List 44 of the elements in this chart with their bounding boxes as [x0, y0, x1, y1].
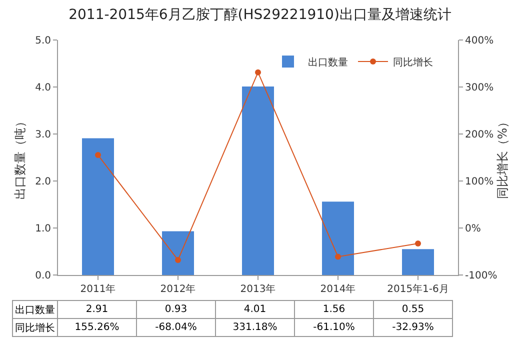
bar	[402, 249, 434, 275]
data-label: -61.10%	[294, 318, 374, 336]
x-tick-label: 2012年	[160, 283, 196, 295]
legend-label: 同比增长	[393, 56, 433, 68]
y2-tick-label: 200%	[465, 130, 494, 140]
bar	[242, 86, 274, 275]
data-label: 1.56	[294, 300, 374, 318]
y2-tick-label: 0%	[465, 224, 481, 234]
bar	[322, 202, 354, 275]
x-tick-label: 2011年	[80, 283, 116, 295]
y-tick-label: 2.0	[35, 176, 51, 188]
point	[175, 256, 181, 263]
x-tick-label: 2013年	[240, 283, 276, 295]
data-label: 0.55	[374, 300, 452, 318]
y2-tick-label: 300%	[465, 82, 494, 94]
data-label: 155.26%	[58, 318, 136, 336]
x-tick-label: 2014年	[320, 283, 356, 295]
y-tick-label: 4.0	[35, 82, 51, 94]
legend-label: 出口数量	[308, 56, 348, 68]
y-axis-title: 出口数量（吨）	[13, 116, 27, 200]
bar	[82, 138, 114, 275]
text: 同比增长	[15, 322, 55, 334]
data-label: 0.93	[136, 300, 216, 318]
y-tick-label: 1.0	[35, 224, 51, 234]
y2-tick-label: 100%	[465, 176, 494, 188]
chart-title: 2011-2015年6月乙胺丁醇(HS29221910)出口量及增速统计	[68, 6, 452, 23]
y-tick-label: 3.0	[35, 130, 51, 140]
data-label: -68.04%	[136, 318, 216, 336]
data-label: -32.93%	[374, 318, 452, 336]
bar	[162, 231, 194, 275]
y2-tick-label: 400%	[465, 36, 494, 46]
data-label: 2.91	[58, 300, 136, 318]
data-label: 331.18%	[216, 318, 294, 336]
y2-axis-title: 同比增长（%）	[496, 116, 510, 200]
point	[95, 152, 101, 158]
point	[415, 240, 421, 246]
data-label: 4.01	[216, 300, 294, 318]
y-tick-label: 0.0	[35, 270, 51, 282]
x-tick-label: 2015年1-6月	[387, 283, 449, 295]
y2-tick-label: -100%	[465, 270, 498, 282]
text: 出口数量	[15, 304, 55, 316]
y-tick-label: 5.0	[35, 36, 51, 46]
point	[255, 69, 261, 76]
point	[335, 254, 341, 260]
